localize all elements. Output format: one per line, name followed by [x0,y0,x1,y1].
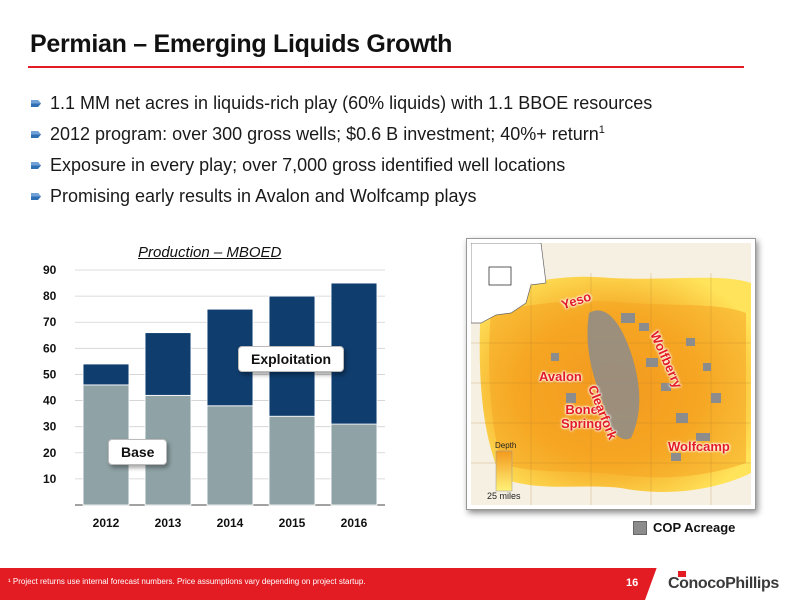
company-logo: ConocoPhillips [668,575,779,592]
x-tick-label: 2016 [341,516,368,530]
x-tick-label: 2014 [217,516,244,530]
x-tick-label: 2012 [93,516,120,530]
bullet-item: Exposure in every play; over 7,000 gross… [28,150,652,181]
slide-title: Permian – Emerging Liquids Growth [30,30,453,58]
production-chart: 10 20 30 40 50 60 70 80 90 2012 2013 2014 2015 2016 P… [30,240,390,540]
bullet-item: 1.1 MM net acres in liquids-rich play (6… [28,88,652,119]
map-legend: COP Acreage [633,520,735,535]
blue-arrow-bullet-icon [31,193,41,200]
footnote: ¹ Project returns use internal forecast … [8,577,366,586]
footer-band [0,568,660,600]
bullet-list: 1.1 MM net acres in liquids-rich play (6… [28,88,652,212]
chart-canvas: 10 20 30 40 50 60 70 80 90 2012 2013 2014 2015 2016 [43,263,385,530]
locator-box [488,266,512,286]
map-graphic [471,243,751,505]
blue-arrow-bullet-icon [31,162,41,169]
y-tick-label: 20 [43,446,57,460]
bar-base [330,423,378,506]
footer: ¹ Project returns use internal forecast … [0,568,800,600]
y-tick-label: 90 [43,263,57,277]
exploitation-callout: Exploitation [238,346,345,372]
state-outline [471,243,547,324]
bullet-text: 1.1 MM net acres in liquids-rich play (6… [50,93,653,113]
bar-base [206,405,254,506]
bullet-text: Promising early results in Avalon and Wo… [50,186,477,206]
bar-exploitation [82,363,130,386]
play-label-bone-spring: Bone Spring [561,403,602,431]
y-tick-label: 40 [43,394,57,408]
chart-title: Production – MBOED [138,244,282,261]
map-canvas: Yeso Avalon Bone Spring Clearfork Wolfber… [471,243,751,505]
play-label-bone-line1: Bone [565,402,598,417]
y-tick-label: 50 [43,367,57,381]
footnote-marker: 1 [598,124,605,136]
depth-scale-bar [495,450,513,492]
bullet-item: Promising early results in Avalon and Wo… [28,181,652,212]
page-number: 16 [626,577,639,589]
blue-arrow-bullet-icon [31,100,41,107]
title-divider [28,66,744,68]
y-tick-label: 30 [43,420,57,434]
bullet-text: 2012 program: over 300 gross wells; $0.6… [50,124,599,144]
logo-mark-icon [678,571,686,577]
play-label-avalon: Avalon [539,369,582,384]
y-tick-label: 80 [43,289,57,303]
cop-acreage-blocks [551,310,721,461]
scale-label: 25 miles [487,491,521,501]
bar-base [268,415,316,506]
legend-label: COP Acreage [653,520,736,535]
y-tick-label: 60 [43,341,57,355]
bar-exploitation [144,332,192,396]
play-label-bone-line2: Spring [561,416,603,431]
blue-arrow-bullet-icon [31,131,41,138]
x-tick-label: 2015 [279,516,306,530]
permian-map: Yeso Avalon Bone Spring Clearfork Wolfber… [466,238,756,510]
x-tick-label: 2013 [155,516,182,530]
depth-label: Depth [495,441,517,450]
base-callout: Base [108,439,168,465]
y-tick-label: 10 [43,472,57,486]
bullet-item: 2012 program: over 300 gross wells; $0.6… [28,119,652,150]
play-label-wolfcamp: Wolfcamp [668,439,730,454]
acreage-swatch [633,520,647,535]
bullet-text: Exposure in every play; over 7,000 gross… [50,155,566,175]
y-tick-label: 70 [43,315,57,329]
